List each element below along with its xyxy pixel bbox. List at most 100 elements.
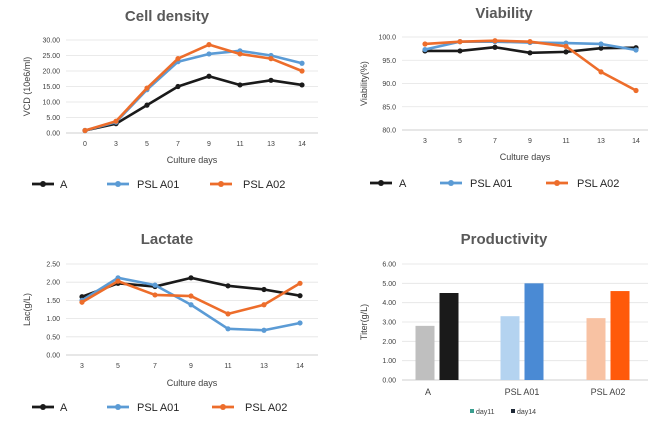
- x-tick-label: 9: [207, 141, 211, 148]
- data-point-psl-a02: [261, 302, 267, 308]
- data-point-a: [492, 44, 498, 50]
- y-tick-label: 15.00: [42, 84, 60, 91]
- y-tick-label: 0.00: [382, 378, 396, 385]
- y-tick-label: 5.00: [46, 115, 60, 122]
- series-line-psl-a02: [84, 43, 303, 132]
- data-point-psl-a01: [297, 320, 303, 326]
- data-point-psl-a01: [188, 302, 194, 308]
- data-point-psl-a02: [225, 311, 231, 317]
- series-line-a: [84, 74, 303, 132]
- data-point-psl-a02: [82, 127, 88, 134]
- y-tick-label: 0.00: [46, 353, 60, 360]
- legend-marker-psl-a02: [218, 181, 224, 187]
- legend-label-psl-a01: PSL A01: [137, 402, 179, 414]
- data-point-a: [527, 50, 533, 56]
- data-point-psl-a02: [113, 118, 119, 124]
- x-tick-label: 7: [176, 141, 180, 148]
- data-point-psl-a01: [152, 282, 158, 288]
- data-point-psl-a01: [206, 51, 212, 57]
- data-point-psl-a02: [492, 38, 498, 44]
- chart-title: Lactate: [141, 231, 194, 248]
- bar-a-day14: [439, 293, 459, 380]
- data-point-a: [261, 286, 267, 293]
- data-point-psl-a02: [188, 293, 194, 299]
- x-tick-label: 11: [224, 363, 231, 370]
- y-axis-label: Lac(g/L): [22, 293, 32, 326]
- data-point-psl-a02: [268, 56, 274, 62]
- data-point-psl-a01: [225, 326, 231, 332]
- data-point-psl-a02: [79, 299, 85, 305]
- y-tick-label: 10.00: [42, 100, 60, 107]
- x-tick-label: 9: [189, 363, 193, 370]
- viability-chart: Viability 80.0 85.0 90.0 95.0 100.0 Viability(…: [359, 5, 648, 190]
- legend-label-psl-a01: PSL A01: [470, 178, 512, 190]
- bar-psl-a02-day11: [586, 318, 606, 380]
- y-tick-label: 0.50: [46, 334, 60, 341]
- legend-label-day11: day11: [476, 409, 495, 416]
- legend-marker-psl-a02: [220, 404, 226, 410]
- x-tick-label: PSL A02: [591, 387, 626, 397]
- x-tick-label: 13: [260, 363, 268, 370]
- y-axis-label: Titer(g/L): [359, 304, 369, 340]
- data-point-a: [144, 102, 150, 108]
- data-point-a: [297, 293, 303, 299]
- chart-title: Cell density: [125, 8, 210, 25]
- y-tick-label: 20.00: [42, 69, 60, 76]
- bar-psl-a01-day14: [524, 283, 544, 380]
- legend-marker-psl-a01: [448, 180, 454, 186]
- y-tick-label: 25.00: [42, 53, 60, 60]
- data-point-psl-a02: [422, 41, 428, 47]
- cell-density-chart: Cell density 0.00 5.00 10.00 15.00 20.00 25.00…: [22, 8, 318, 191]
- data-point-a: [457, 48, 463, 54]
- legend-label-a: A: [60, 402, 68, 414]
- x-tick-label: 3: [80, 363, 84, 370]
- x-tick-label: 11: [562, 138, 569, 145]
- chart-title: Viability: [475, 5, 533, 22]
- data-point-a: [299, 82, 305, 88]
- legend-label-psl-a02: PSL A02: [245, 402, 287, 414]
- legend-swatch-day11: [470, 409, 474, 413]
- y-tick-label: 2.00: [46, 280, 60, 287]
- x-tick-label: 5: [458, 138, 462, 145]
- y-tick-label: 2.00: [382, 339, 396, 346]
- x-tick-label: 5: [145, 141, 149, 148]
- data-point-psl-a02: [457, 39, 463, 45]
- x-tick-label: 11: [236, 141, 243, 148]
- y-tick-label: 95.0: [382, 58, 396, 65]
- data-point-psl-a02: [633, 87, 639, 94]
- data-point-psl-a01: [299, 60, 305, 66]
- legend-label-day14: day14: [517, 409, 536, 416]
- y-tick-label: 80.0: [382, 128, 396, 135]
- x-tick-label: 14: [632, 138, 640, 145]
- chart-title: Productivity: [461, 231, 548, 248]
- x-tick-label: 3: [423, 138, 427, 145]
- x-axis-label: Culture days: [500, 152, 551, 162]
- x-tick-label: 7: [493, 138, 497, 145]
- legend-marker-a: [40, 404, 46, 410]
- data-point-a: [563, 49, 569, 55]
- y-tick-label: 1.50: [46, 298, 60, 305]
- y-tick-label: 30.00: [42, 38, 60, 45]
- data-point-psl-a02: [527, 39, 533, 45]
- data-point-psl-a02: [598, 69, 604, 75]
- x-axis-label: Culture days: [167, 378, 218, 388]
- data-point-a: [188, 275, 194, 281]
- x-tick-label: 0: [83, 141, 87, 148]
- legend-marker-psl-a02: [554, 180, 560, 186]
- x-tick-label: 14: [296, 363, 304, 370]
- legend-marker-psl-a01: [115, 181, 121, 187]
- y-tick-label: 1.00: [382, 358, 396, 365]
- y-tick-label: 3.00: [382, 320, 396, 327]
- data-point-a: [175, 83, 181, 90]
- legend-marker-a: [40, 181, 46, 187]
- data-point-a: [598, 45, 604, 51]
- data-point-psl-a02: [299, 68, 305, 74]
- y-tick-label: 5.00: [382, 281, 396, 288]
- x-tick-label: 7: [153, 363, 157, 370]
- x-tick-label: 13: [267, 141, 275, 148]
- data-point-psl-a01: [598, 41, 604, 47]
- data-point-psl-a02: [144, 85, 150, 91]
- y-tick-label: 6.00: [382, 262, 396, 269]
- x-tick-label: 13: [597, 138, 605, 145]
